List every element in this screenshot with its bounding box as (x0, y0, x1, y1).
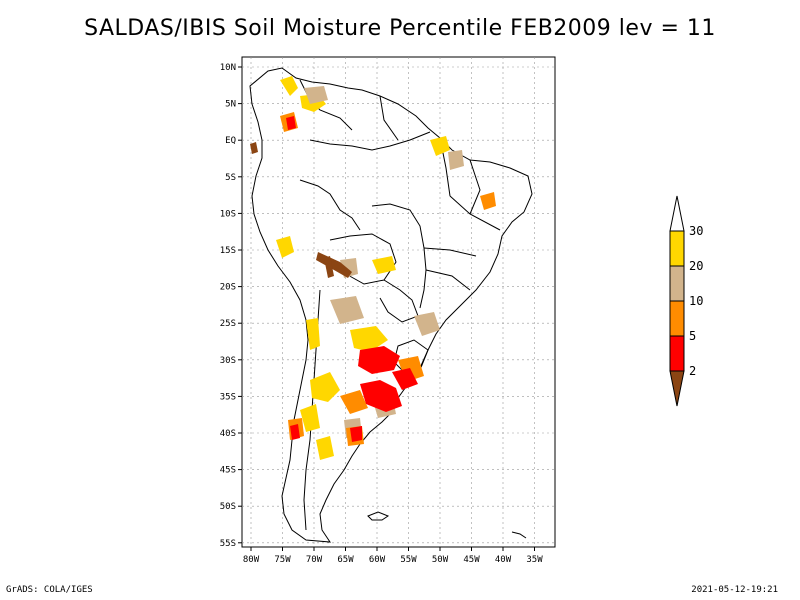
border-peru-brazil (299, 179, 361, 231)
lon-tick-label: 35W (526, 555, 543, 565)
map-frame (241, 56, 556, 548)
lon-tick-label: 80W (243, 555, 260, 565)
coastline (249, 67, 533, 543)
lon-tick-label: 65W (337, 555, 354, 565)
percentile-2-5 (286, 116, 418, 442)
lat-tick-label: 50S (220, 502, 236, 512)
longitude-labels: 80W 75W 70W 65W 60W 55W 50W 45W 40W 35W (243, 547, 543, 565)
colorbar-legend: 2 5 10 20 30 (669, 195, 703, 407)
colorbar-segment (669, 300, 685, 337)
border-paraguay (379, 279, 419, 323)
map-title: SALDAS/IBIS Soil Moisture Percentile FEB… (84, 16, 716, 41)
lon-tick-label: 45W (463, 555, 480, 565)
border-bolivia (329, 233, 397, 285)
lat-tick-label: 5S (225, 173, 236, 183)
south-georgia (511, 531, 527, 539)
colorbar-segment (669, 265, 685, 302)
colorbar-segment (669, 335, 685, 372)
percentile-20-30 (276, 76, 450, 460)
lat-tick-label: 55S (220, 539, 236, 549)
footer-timestamp: 2021-05-12-19:21 (691, 585, 778, 595)
south-america-landmass (249, 67, 533, 543)
lon-tick-label: 60W (369, 555, 386, 565)
lat-tick-label: 10N (220, 63, 236, 73)
colorbar-level-label: 10 (689, 294, 703, 308)
lat-tick-label: 5N (225, 100, 236, 110)
lon-tick-label: 70W (306, 555, 323, 565)
lat-tick-label: 40S (220, 429, 236, 439)
lat-tick-label: EQ (225, 136, 236, 146)
falkland-islands (367, 511, 390, 521)
colorbar-segment-above-30 (669, 195, 685, 232)
border-brazil-north (309, 131, 431, 151)
colorbar-segment-below-2 (669, 370, 685, 407)
colorbar-level-label: 2 (689, 364, 696, 378)
lat-tick-label: 10S (220, 209, 236, 219)
islands (367, 511, 527, 539)
lon-tick-label: 40W (495, 555, 512, 565)
colorbar-level-label: 5 (689, 329, 696, 343)
colorbar-level-label: 20 (689, 259, 703, 273)
border-brazil-west (371, 203, 427, 309)
soil-moisture-anomalies (250, 76, 496, 460)
lon-tick-label: 75W (274, 555, 291, 565)
lon-tick-label: 55W (400, 555, 417, 565)
lat-tick-label: 45S (220, 466, 236, 476)
border-brazil-states (379, 95, 501, 291)
lat-tick-label: 20S (220, 283, 236, 293)
colorbar-segment (669, 230, 685, 267)
lat-tick-label: 35S (220, 392, 236, 402)
footer-credit: GrADS: COLA/IGES (6, 585, 93, 595)
lat-tick-label: 30S (220, 356, 236, 366)
graticule (242, 57, 555, 547)
lat-tick-label: 25S (220, 319, 236, 329)
lon-tick-label: 50W (432, 555, 449, 565)
lat-tick-label: 15S (220, 246, 236, 256)
percentile-below-2 (250, 142, 352, 278)
latitude-labels: 10N 5N EQ 5S 10S 15S 20S 25S 30S 35S 40S 45S 50S 55S (220, 63, 242, 549)
colorbar-level-label: 30 (689, 224, 703, 238)
